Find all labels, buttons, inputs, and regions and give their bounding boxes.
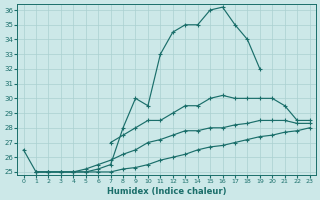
X-axis label: Humidex (Indice chaleur): Humidex (Indice chaleur) [107, 187, 226, 196]
